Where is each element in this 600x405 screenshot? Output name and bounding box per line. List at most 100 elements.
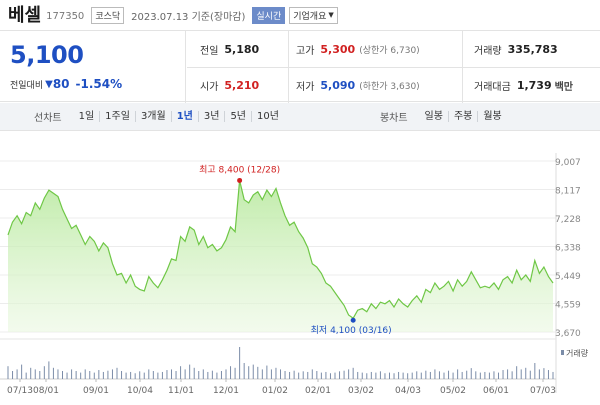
volume-bar — [152, 371, 154, 379]
volume-bar — [84, 369, 86, 379]
min-point — [350, 317, 356, 323]
candle-tab[interactable]: 월봉 — [483, 111, 502, 122]
volume-bar — [320, 372, 322, 379]
line-tab[interactable]: 1년 — [172, 111, 199, 122]
volume-bar — [266, 365, 268, 379]
volume-bar — [452, 372, 454, 379]
x-tick-label: 06/01 — [483, 386, 509, 396]
stat-value: 335,783 — [507, 42, 558, 56]
volume-bar — [175, 371, 177, 379]
stat-volume: 거래량 335,783 — [474, 31, 558, 67]
volume-bar — [375, 372, 377, 379]
volume-bar — [534, 363, 536, 379]
volume-bar — [211, 370, 213, 379]
price-summary: 5,100 전일대비 ▼ 80 -1.54% 전일 5,180 고가 5,300… — [0, 30, 600, 103]
x-tick-label: 01/02 — [262, 386, 288, 396]
y-tick-label: 7,228 — [555, 215, 581, 225]
max-label: 최고 8,400 (12/28) — [199, 164, 280, 175]
volume-bar — [62, 371, 63, 379]
volume-bar — [311, 369, 313, 379]
volume-bar — [516, 366, 518, 379]
volume-bar — [416, 371, 418, 379]
price-area — [8, 180, 553, 332]
volume-legend-label: 거래량 — [566, 348, 589, 358]
volume-bar — [125, 372, 127, 379]
price-line — [7, 180, 554, 320]
volume-bar — [307, 371, 309, 379]
stat-label: 고가 — [296, 45, 315, 57]
volume-bar — [470, 368, 472, 379]
price-chart-svg: 9,007 8,117 7,228 6,338 5,449 4,559 3,670 최고 8… — [0, 153, 589, 396]
volume-bar — [239, 347, 241, 379]
volume-bar — [148, 369, 150, 379]
stat-prev-close: 전일 5,180 — [200, 31, 259, 67]
volume-bar — [66, 372, 68, 379]
line-tab[interactable]: 3개월 — [136, 111, 172, 122]
volume-bar — [21, 364, 23, 379]
stock-header: 베셀 177350 코스닥 2023.07.13 기준(장마감) 실시간 기업개… — [0, 0, 600, 28]
volume-bar — [225, 369, 227, 379]
x-tick-label: 05/02 — [440, 386, 466, 396]
stat-label: 전일 — [200, 45, 219, 57]
y-tick-label: 5,449 — [555, 272, 581, 282]
y-tick-label: 9,007 — [555, 158, 581, 168]
volume-bar — [547, 370, 549, 379]
x-tick-label: 10/04 — [127, 386, 153, 396]
candle-tab[interactable]: 일봉 — [420, 111, 449, 122]
volume-bar — [52, 367, 54, 379]
min-label: 최저 4,100 (03/16) — [311, 325, 392, 336]
volume-bar — [161, 371, 163, 379]
live-button[interactable]: 실시간 — [252, 6, 286, 24]
volume-bar — [484, 371, 486, 379]
volume-bar — [202, 369, 204, 379]
stat-value: 1,739 — [516, 78, 552, 92]
x-tick-label: 12/01 — [213, 386, 239, 396]
volume-bar — [34, 369, 36, 379]
volume-bar — [357, 371, 359, 379]
candle-chart-tab-group: 일봉 주봉 월봉 — [420, 111, 507, 122]
volume-bar — [525, 367, 527, 379]
price-chart: 9,007 8,117 7,228 6,338 5,449 4,559 3,670 최고 8… — [0, 131, 600, 405]
line-tab[interactable]: 10년 — [257, 111, 279, 122]
volume-bar — [529, 370, 531, 379]
company-overview-label: 기업개요 — [293, 11, 327, 22]
volume-bar — [298, 372, 300, 379]
volume-bar — [57, 369, 59, 379]
line-tab[interactable]: 1일 — [74, 111, 101, 122]
reference-date: 2023.07.13 기준(장마감) — [131, 11, 246, 23]
stat-value: 5,090 — [320, 78, 356, 92]
volume-bar — [230, 366, 232, 379]
volume-bar — [543, 368, 545, 379]
company-overview-button[interactable]: 기업개요 ▼ — [289, 6, 338, 24]
line-tab[interactable]: 5년 — [225, 111, 252, 122]
volume-bar — [420, 372, 422, 379]
volume-bar — [220, 371, 222, 379]
volume-bar — [361, 372, 363, 379]
x-tick-label: 04/03 — [395, 386, 421, 396]
volume-bar — [325, 371, 327, 379]
volume-bar — [493, 371, 495, 379]
stock-code: 177350 — [46, 10, 85, 22]
volume-bar — [180, 366, 182, 379]
volume-bar — [234, 367, 236, 379]
volume-bar — [139, 371, 141, 379]
candle-tab[interactable]: 주봉 — [449, 111, 479, 122]
line-chart-tab-group: 1일 1주일 3개월 1년 3년 5년 10년 — [74, 111, 284, 122]
stat-value: 5,180 — [224, 42, 260, 56]
volume-bar — [111, 369, 113, 379]
volume-bar — [75, 371, 77, 379]
volume-bar — [379, 371, 381, 379]
volume-bar — [402, 372, 404, 379]
volume-bar — [16, 369, 18, 379]
volume-bar — [443, 372, 445, 379]
x-tick-label: 07/13 — [7, 386, 33, 396]
volume-bar — [448, 370, 450, 379]
volume-bar — [352, 367, 354, 379]
volume-bar — [184, 369, 186, 379]
volume-bar — [166, 370, 168, 379]
line-tab[interactable]: 1주일 — [100, 111, 136, 122]
volume-bar — [207, 371, 209, 379]
chart-period-tabs: 선차트 1일 1주일 3개월 1년 3년 5년 10년 봉차트 일봉 주봉 월봉 — [0, 103, 600, 131]
volume-bar — [39, 371, 41, 379]
line-tab[interactable]: 3년 — [199, 111, 226, 122]
